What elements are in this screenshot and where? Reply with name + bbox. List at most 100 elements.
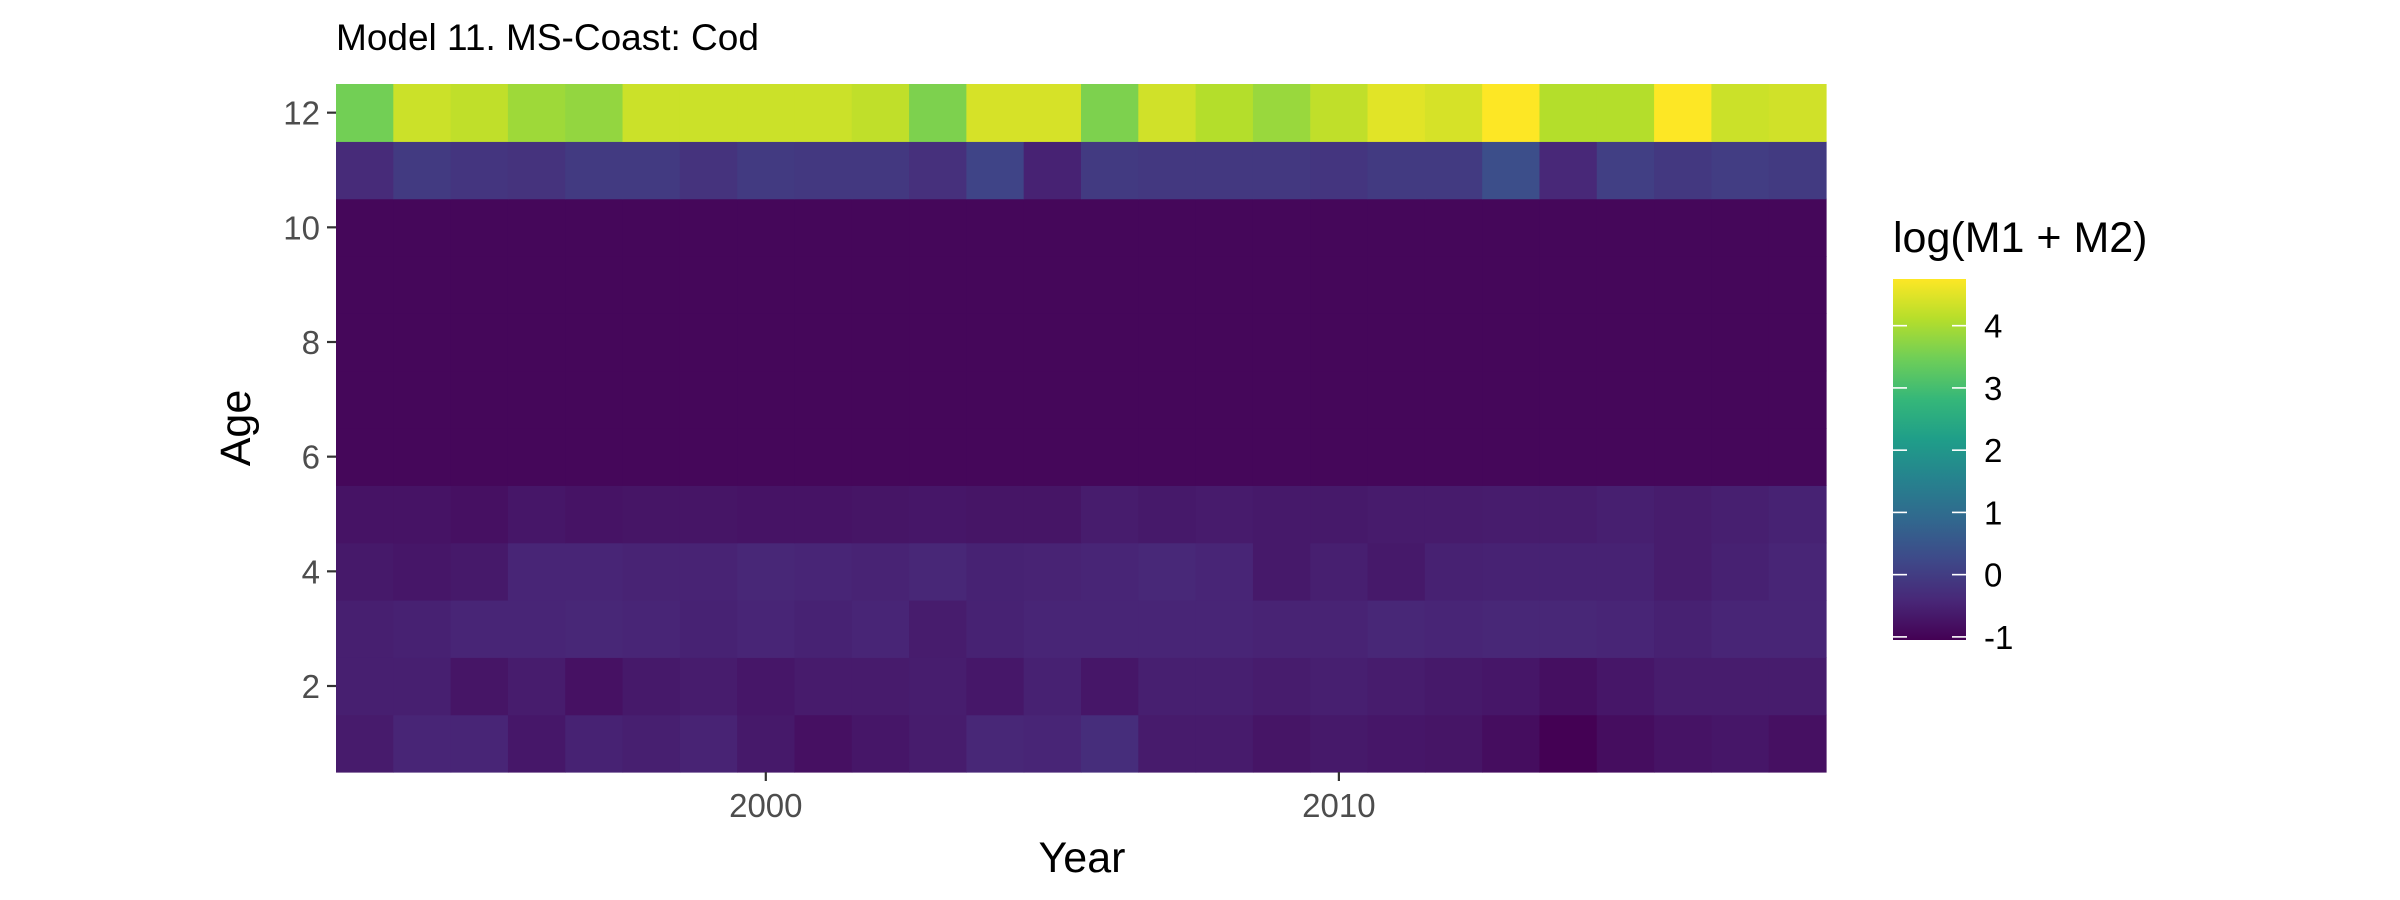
heatmap-cell: [1654, 84, 1712, 142]
heatmap-cell: [1081, 714, 1139, 773]
heatmap-cell: [1711, 84, 1770, 142]
heatmap-cell: [1138, 313, 1197, 372]
heatmap-cell: [1252, 370, 1311, 429]
heatmap-cell: [966, 428, 1025, 486]
heatmap-cell: [450, 198, 509, 257]
heatmap-cell: [1081, 600, 1139, 658]
heatmap-cell: [1711, 313, 1770, 372]
heatmap-cell: [851, 542, 910, 601]
heatmap-cell: [393, 313, 452, 372]
y-tick-label: 10: [283, 209, 320, 246]
heatmap-cell: [1310, 714, 1369, 773]
heatmap-cell: [966, 84, 1025, 142]
heatmap-cell: [1711, 542, 1770, 601]
heatmap-cell: [1310, 141, 1369, 200]
heatmap-cell: [336, 84, 394, 142]
heatmap-cell: [1023, 600, 1082, 658]
heatmap-cell: [1539, 600, 1598, 658]
heatmap-cell: [1539, 256, 1598, 314]
heatmap-cell: [1195, 600, 1254, 658]
heatmap-cell: [1654, 313, 1712, 372]
heatmap-cell: [393, 428, 452, 486]
heatmap-cell: [1482, 84, 1541, 142]
heatmap-cell: [966, 256, 1025, 314]
heatmap-cell: [336, 256, 394, 314]
heatmap-cell: [1768, 600, 1827, 658]
heatmap-cell: [1252, 485, 1311, 544]
heatmap-cell: [1596, 485, 1655, 544]
heatmap-cell: [507, 542, 566, 601]
heatmap-cell: [450, 370, 509, 429]
heatmap-cell: [966, 370, 1025, 429]
heatmap-cell: [1654, 485, 1712, 544]
colorbar-tick-label: 0: [1984, 557, 2002, 594]
heatmap-cell: [1367, 198, 1426, 257]
heatmap-cell: [450, 313, 509, 372]
heatmap-cell: [1023, 428, 1082, 486]
heatmap-cell: [565, 542, 624, 601]
heatmap-cell: [622, 657, 681, 716]
heatmap-cell: [679, 141, 738, 200]
heatmap-cell: [450, 428, 509, 486]
heatmap-cell: [1023, 84, 1082, 142]
heatmap-cell: [966, 600, 1025, 658]
heatmap-cell: [1596, 256, 1655, 314]
heatmap-cell: [1711, 657, 1770, 716]
heatmap-cell: [909, 256, 967, 314]
heatmap-cell: [966, 141, 1025, 200]
heatmap-cell: [1023, 714, 1082, 773]
heatmap-cell: [1596, 714, 1655, 773]
heatmap-cell: [1310, 370, 1369, 429]
heatmap-cell: [1539, 141, 1598, 200]
heatmap-cell: [737, 256, 796, 314]
heatmap-cell: [794, 198, 853, 257]
heatmap-cell: [851, 141, 910, 200]
heatmap-cell: [393, 657, 452, 716]
heatmap-cell: [1252, 84, 1311, 142]
x-axis-label: Year: [1039, 834, 1126, 882]
heatmap-cell: [909, 600, 967, 658]
heatmap-cell: [1711, 428, 1770, 486]
heatmap-cell: [336, 370, 394, 429]
heatmap-cell: [1539, 714, 1598, 773]
heatmap-cell: [851, 84, 910, 142]
heatmap-cell: [1367, 84, 1426, 142]
heatmap-cell: [622, 256, 681, 314]
heatmap-cell: [1138, 141, 1197, 200]
heatmap-cell: [1310, 657, 1369, 716]
heatmap-cell: [679, 256, 738, 314]
heatmap-cell: [1081, 657, 1139, 716]
heatmap-cell: [1482, 714, 1541, 773]
heatmap-cell: [794, 141, 853, 200]
heatmap-cell: [1138, 485, 1197, 544]
heatmap-cell: [1252, 542, 1311, 601]
heatmap-cell: [1252, 714, 1311, 773]
heatmap-cell: [565, 714, 624, 773]
heatmap-cell: [450, 600, 509, 658]
heatmap-cell: [1424, 256, 1483, 314]
heatmap-cell: [1539, 485, 1598, 544]
heatmap-cell: [1081, 485, 1139, 544]
heatmap-cell: [1367, 428, 1426, 486]
heatmap-cell: [966, 485, 1025, 544]
heatmap-cell: [1138, 256, 1197, 314]
heatmap-cell: [794, 485, 853, 544]
heatmap-cell: [1367, 313, 1426, 372]
heatmap-cell: [737, 141, 796, 200]
heatmap-cell: [909, 370, 967, 429]
heatmap-cell: [679, 428, 738, 486]
heatmap-cell: [1023, 485, 1082, 544]
y-tick-label: 4: [302, 553, 320, 590]
heatmap-cell: [1310, 600, 1369, 658]
heatmap-cell: [450, 542, 509, 601]
heatmap-cell: [1195, 256, 1254, 314]
heatmap-cell: [1711, 198, 1770, 257]
heatmap-cell: [1138, 198, 1197, 257]
heatmap-cell: [851, 370, 910, 429]
heatmap-cell: [1539, 313, 1598, 372]
heatmap-cell: [1596, 600, 1655, 658]
heatmap-cell: [1654, 141, 1712, 200]
heatmap-cell: [679, 485, 738, 544]
heatmap-cell: [450, 485, 509, 544]
